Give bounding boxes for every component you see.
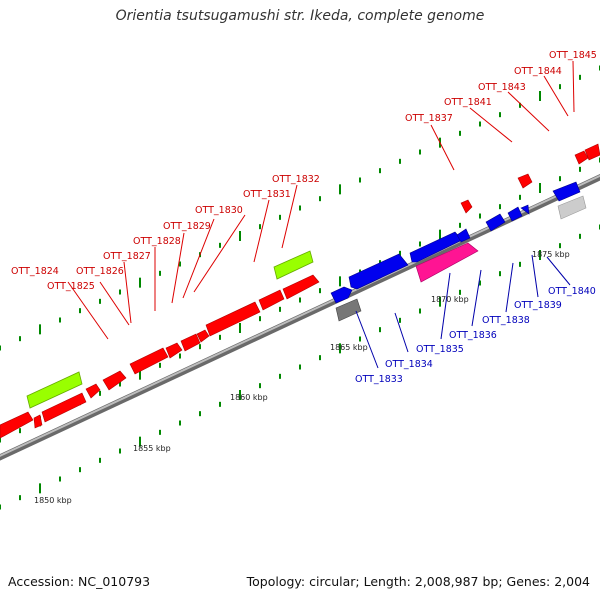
other-genes bbox=[335, 195, 587, 322]
gene-label: OTT_1825 bbox=[47, 281, 95, 292]
gene-arrow bbox=[330, 286, 353, 304]
gene-arrow bbox=[196, 329, 210, 343]
gene-label: OTT_1827 bbox=[103, 251, 151, 262]
gene-arrow bbox=[517, 173, 533, 189]
gene-label: OTT_1839 bbox=[514, 300, 562, 311]
gene-arrow bbox=[0, 411, 34, 439]
gene-label: OTT_1834 bbox=[385, 359, 433, 370]
gene-arrow bbox=[85, 383, 101, 399]
rna-gene-box bbox=[273, 250, 314, 280]
gene-label: OTT_1837 bbox=[405, 113, 453, 124]
gene-arrow bbox=[485, 213, 506, 232]
gene-arrow bbox=[129, 347, 169, 375]
gene-arrow bbox=[33, 414, 43, 429]
gene-arrow bbox=[102, 370, 127, 391]
scale-label: 1865 kbp bbox=[330, 343, 368, 352]
scale-label: 1870 kbp bbox=[431, 295, 469, 304]
rna-genes bbox=[26, 250, 314, 409]
gene-label: OTT_1838 bbox=[482, 315, 530, 326]
gene-label: OTT_1832 bbox=[272, 174, 320, 185]
gene-arrow bbox=[409, 231, 463, 263]
gene-arrow bbox=[584, 143, 600, 161]
gene-arrow bbox=[552, 181, 581, 202]
gene-arrow bbox=[460, 199, 473, 214]
scale-label: 1860 kbp bbox=[230, 393, 268, 402]
leader-lines bbox=[67, 60, 575, 369]
scale-label: 1850 kbp bbox=[34, 496, 72, 505]
gene-label: OTT_1829 bbox=[163, 221, 211, 232]
gene-arrow bbox=[282, 274, 320, 300]
rna-gene-box bbox=[26, 371, 83, 409]
gene-label: OTT_1845 bbox=[549, 50, 597, 61]
gene-label: OTT_1830 bbox=[195, 205, 243, 216]
gene-arrow bbox=[348, 253, 409, 290]
scale-label: 1855 kbp bbox=[133, 444, 171, 453]
gene-label: OTT_1836 bbox=[449, 330, 497, 341]
gray-gene-box bbox=[335, 298, 362, 322]
gene-arrow bbox=[180, 333, 201, 352]
scale-labels: 1850 kbp 1855 kbp 1860 kbp 1865 kbp 1870… bbox=[34, 250, 570, 505]
gene-label: OTT_1840 bbox=[548, 286, 596, 297]
gene-label: OTT_1833 bbox=[355, 374, 403, 385]
gene-label: OTT_1835 bbox=[416, 344, 464, 355]
reverse-gene-labels: OTT_1833 OTT_1834 OTT_1835 OTT_1836 OTT_… bbox=[355, 286, 596, 385]
gene-arrow bbox=[165, 342, 183, 359]
genome-summary: Topology: circular; Length: 2,008,987 bp… bbox=[246, 574, 590, 589]
pink-gene-arrow bbox=[415, 242, 479, 283]
gene-arrow bbox=[41, 392, 87, 423]
gene-arrow bbox=[205, 301, 261, 337]
gene-arrow bbox=[507, 206, 523, 222]
genome-title: Orientia tsutsugamushi str. Ikeda, compl… bbox=[115, 8, 485, 24]
light-gray-gene-box bbox=[557, 195, 587, 220]
gene-label: OTT_1841 bbox=[444, 97, 492, 108]
reverse-strand-genes bbox=[330, 181, 581, 304]
scale-label: 1875 kbp bbox=[532, 250, 570, 259]
gene-label: OTT_1826 bbox=[76, 266, 124, 277]
forward-strand-genes bbox=[0, 143, 600, 439]
gene-label: OTT_1844 bbox=[514, 66, 562, 77]
gene-label: OTT_1824 bbox=[11, 266, 59, 277]
gene-label: OTT_1843 bbox=[478, 82, 526, 93]
gene-label: OTT_1828 bbox=[133, 236, 181, 247]
gene-arrow bbox=[456, 228, 471, 243]
accession-label: Accession: NC_010793 bbox=[8, 574, 151, 589]
forward-gene-labels: OTT_1824 OTT_1825 OTT_1826 OTT_1827 OTT_… bbox=[11, 50, 597, 292]
gene-arrow bbox=[258, 289, 285, 311]
gene-arrow bbox=[520, 204, 530, 215]
gene-label: OTT_1831 bbox=[243, 189, 291, 200]
